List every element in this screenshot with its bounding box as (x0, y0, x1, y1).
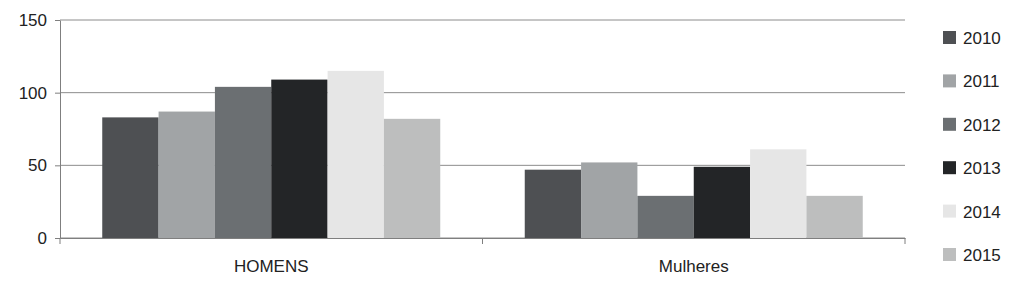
tick: 0 (38, 229, 60, 248)
x-axis: HOMENS Mulheres (60, 238, 906, 276)
series (328, 71, 807, 238)
legend-label: 2012 (963, 116, 1001, 135)
bar (750, 149, 806, 238)
bar (581, 162, 637, 238)
bar (159, 112, 215, 238)
legend-swatch (943, 74, 956, 87)
tick: Mulheres (659, 238, 729, 276)
tick-label: 150 (19, 11, 47, 30)
bar (637, 196, 693, 238)
bar (102, 117, 158, 238)
legend-item: 2011 (943, 72, 1000, 91)
bar (694, 167, 750, 238)
legend-item: 2010 (943, 29, 1001, 48)
legend-swatch (943, 248, 956, 261)
chart: 050100150HOMENSMulheres20102011201220132… (0, 0, 1024, 292)
legend-item: 2014 (943, 203, 1001, 222)
plot: 0 50 100 150 HOMENS Mulheres (19, 11, 906, 276)
bar (806, 196, 862, 238)
legend-swatch (943, 31, 956, 44)
y-axis: 0 50 100 150 (19, 11, 61, 248)
legend-label: 2010 (963, 29, 1001, 48)
tick-mark (55, 238, 60, 239)
tick-mark (55, 165, 60, 166)
bar (271, 80, 327, 238)
tick-label: HOMENS (234, 257, 309, 276)
grid-line (60, 20, 905, 21)
legend-label: 2014 (963, 203, 1001, 222)
tick: 100 (19, 84, 60, 103)
bar (384, 119, 440, 238)
tick-label: Mulheres (659, 257, 729, 276)
tick: 150 (19, 11, 60, 30)
tick: HOMENS (234, 238, 309, 276)
bar (525, 170, 581, 238)
separator (60, 238, 61, 244)
separator (482, 238, 483, 244)
legend-item: 2015 (943, 246, 1001, 265)
legend: 2010 2011 2012 2013 2014 2015 (943, 29, 1001, 265)
bar (215, 87, 271, 238)
series (384, 119, 863, 238)
legend-item: 2013 (943, 159, 1001, 178)
separator (905, 238, 906, 244)
category-separators (60, 238, 905, 244)
tick-mark (55, 93, 60, 94)
tick-label: 100 (19, 84, 47, 103)
tick-mark (55, 20, 60, 21)
legend-item: 2012 (943, 116, 1001, 135)
tick: 50 (28, 156, 60, 175)
legend-label: 2011 (963, 72, 1000, 91)
bars (102, 71, 863, 238)
grid (60, 20, 905, 238)
legend-label: 2013 (963, 159, 1001, 178)
bar (328, 71, 384, 238)
axis-line (60, 21, 61, 239)
legend-swatch (943, 161, 956, 174)
tick-label: 50 (28, 156, 47, 175)
grid-line (60, 92, 905, 93)
legend-label: 2015 (963, 246, 1001, 265)
legend-swatch (943, 205, 956, 218)
tick-label: 0 (38, 229, 47, 248)
legend-swatch (943, 118, 956, 131)
